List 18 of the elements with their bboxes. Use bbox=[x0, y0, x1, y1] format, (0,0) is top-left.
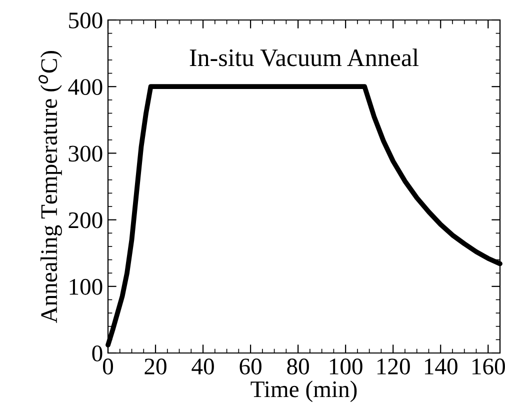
y-tick-label: 100 bbox=[70, 278, 102, 295]
x-tick-label: 120 bbox=[377, 358, 410, 374]
y-axis-title: Annealing Temperature ($^{o}$C) bbox=[38, 51, 62, 323]
x-tick-label: 100 bbox=[330, 358, 362, 374]
x-tick-label: 80 bbox=[287, 358, 309, 374]
x-axis-title: Time (min) bbox=[250, 380, 357, 402]
y-tick-label: 0 bbox=[92, 345, 102, 362]
x-tick-label: 160 bbox=[472, 358, 505, 374]
x-tick-label: 20 bbox=[144, 358, 166, 374]
text: In-situ Vacuum Anneal bbox=[190, 48, 419, 66]
x-tick-label: 140 bbox=[424, 358, 458, 374]
x-tick-label: 60 bbox=[240, 358, 262, 374]
y-tick-label: 400 bbox=[68, 79, 102, 96]
y-tick-label: 500 bbox=[69, 12, 102, 28]
y-tick-label: 300 bbox=[68, 146, 102, 162]
x-tick-label: 40 bbox=[192, 358, 214, 374]
y-tick-label: 200 bbox=[68, 212, 102, 228]
x-tick-label: 0 bbox=[102, 358, 114, 374]
